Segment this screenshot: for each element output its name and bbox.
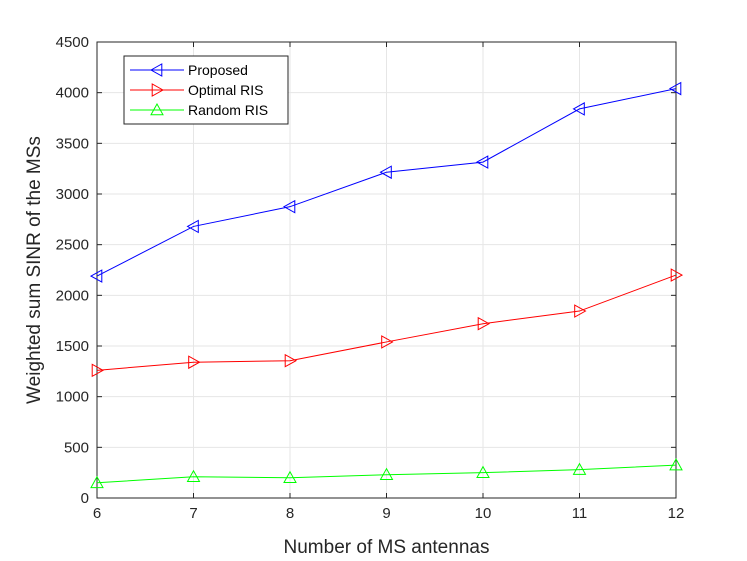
data-point xyxy=(572,462,587,475)
legend-label: Random RIS xyxy=(188,102,268,118)
data-point xyxy=(475,155,489,169)
data-point xyxy=(90,475,104,489)
legend: Proposed Optimal RIS Random RIS xyxy=(123,55,289,125)
legend-label: Proposed xyxy=(188,62,248,78)
y-tick-label: 4500 xyxy=(56,34,89,51)
legend-marker xyxy=(151,83,165,97)
data-point xyxy=(572,102,585,116)
legend-item: Random RIS xyxy=(130,102,268,118)
x-axis: 6 7 8 9 10 11 12 xyxy=(93,42,685,522)
data-point xyxy=(284,353,298,368)
data-point xyxy=(669,458,683,471)
data-point xyxy=(89,269,103,283)
x-tick-label: 7 xyxy=(189,505,197,522)
data-point xyxy=(668,81,682,96)
data-point xyxy=(670,268,684,282)
series-random-ris xyxy=(90,458,683,489)
legend-marker xyxy=(150,102,164,116)
data-point xyxy=(476,465,490,478)
y-tick-label: 3500 xyxy=(56,135,89,152)
data-point xyxy=(477,316,491,331)
x-tick-label: 12 xyxy=(668,505,685,522)
x-tick-label: 11 xyxy=(572,505,588,522)
series-optimal-ris xyxy=(91,268,684,378)
legend-label: Optimal RIS xyxy=(188,82,263,98)
y-axis-label: Weighted sum SINR of the MSs xyxy=(24,136,45,404)
x-tick-label: 10 xyxy=(475,505,492,522)
series-line xyxy=(96,274,677,371)
y-tick-label: 500 xyxy=(64,439,89,456)
data-point xyxy=(574,304,587,318)
data-point xyxy=(188,355,201,370)
y-tick-label: 3000 xyxy=(56,186,89,203)
series-layer xyxy=(89,81,684,489)
x-tick-label: 8 xyxy=(286,505,294,522)
x-axis-label: Number of MS antennas xyxy=(284,537,490,558)
x-tick-label: 6 xyxy=(93,505,101,522)
series-line xyxy=(96,88,677,277)
data-point xyxy=(379,165,392,180)
legend-marker xyxy=(149,63,163,77)
series-proposed xyxy=(89,81,682,283)
legend-item: Proposed xyxy=(130,62,248,78)
data-point xyxy=(283,470,297,484)
data-point xyxy=(282,199,296,214)
y-tick-label: 2000 xyxy=(56,287,89,304)
series-line xyxy=(96,464,677,484)
y-tick-label: 0 xyxy=(81,490,89,507)
y-axis: 0 500 1000 1500 2000 2500 3000 3500 4000 4500 xyxy=(56,34,676,507)
data-point xyxy=(91,363,105,378)
y-tick-label: 2500 xyxy=(56,237,89,254)
data-point xyxy=(381,335,394,349)
legend-item: Optimal RIS xyxy=(130,82,263,98)
data-point xyxy=(379,467,394,480)
y-tick-label: 4000 xyxy=(56,85,89,102)
x-tick-label: 9 xyxy=(382,505,390,522)
y-tick-label: 1500 xyxy=(56,338,89,355)
data-point xyxy=(186,469,201,483)
data-point xyxy=(186,219,199,234)
y-tick-label: 1000 xyxy=(56,389,89,406)
